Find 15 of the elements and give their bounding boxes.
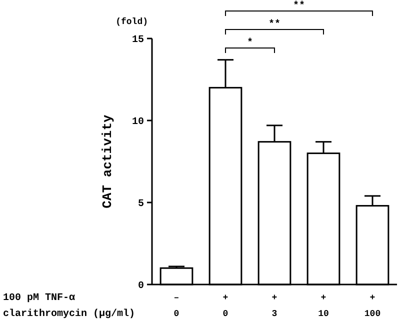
text: **	[292, 0, 306, 12]
annotation: *	[246, 37, 254, 49]
y-axis-title: CAT activity	[100, 114, 115, 208]
text: (fold)	[116, 17, 148, 27]
x-tick-label: – 0	[174, 293, 180, 319]
x-tick-label: + 10	[318, 293, 329, 319]
x-tick-label: + 100	[364, 293, 381, 319]
text: **	[268, 18, 281, 30]
y-tick-label: 0	[138, 281, 144, 292]
y-tick-label: 10	[132, 117, 144, 128]
x-tick-label: + 0	[222, 293, 228, 319]
y-tick-label: 15	[132, 35, 144, 46]
y-tick-label: 5	[138, 199, 144, 210]
x-axis-title: 100 pM TNF-α clarithromycin (μg/ml)	[3, 293, 136, 320]
x-tick-label: + 3	[272, 293, 278, 319]
